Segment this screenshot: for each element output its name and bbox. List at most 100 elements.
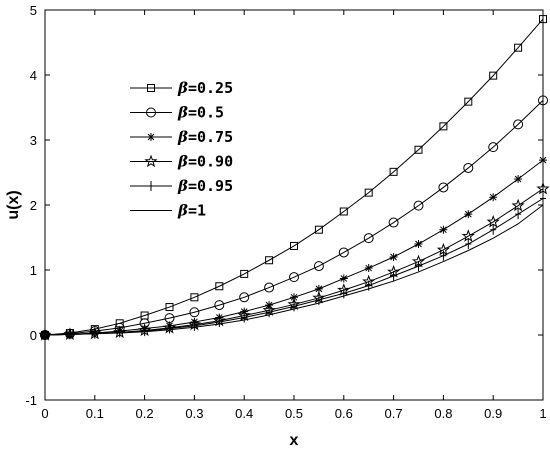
data-point bbox=[513, 119, 524, 130]
series-layer bbox=[38, 15, 550, 341]
data-point bbox=[264, 282, 275, 293]
data-point bbox=[511, 198, 525, 212]
x-tick-label: 0.2 bbox=[136, 406, 154, 421]
legend-value: =0.90 bbox=[188, 153, 233, 171]
x-tick-label: 0.6 bbox=[335, 406, 353, 421]
data-point bbox=[240, 269, 249, 278]
legend-symbol: β bbox=[177, 153, 188, 171]
series-0 bbox=[41, 15, 547, 339]
legend-label: β=0.5 bbox=[177, 104, 224, 122]
data-point bbox=[216, 317, 223, 327]
y-tick-labels: -1 0 1 2 3 4 5 bbox=[25, 3, 37, 408]
data-point bbox=[439, 225, 448, 234]
legend-symbol: β bbox=[177, 202, 188, 220]
series-3 bbox=[38, 181, 550, 341]
x-tick-label: 1 bbox=[539, 406, 546, 421]
data-point bbox=[389, 167, 398, 176]
data-point bbox=[539, 156, 547, 165]
origin-point bbox=[40, 330, 50, 340]
legend-label: β=0.95 bbox=[177, 177, 233, 195]
data-point bbox=[314, 284, 323, 293]
data-point bbox=[214, 300, 225, 311]
y-tick-label: 5 bbox=[30, 3, 37, 18]
data-point bbox=[291, 301, 297, 312]
legend-entry: β=0.25 bbox=[130, 79, 233, 97]
series-line bbox=[44, 18, 544, 336]
data-point bbox=[414, 240, 423, 248]
data-point bbox=[540, 193, 546, 204]
x-tick-label: 0.5 bbox=[285, 406, 303, 421]
series-line bbox=[44, 99, 544, 336]
data-point bbox=[364, 264, 373, 273]
series-2 bbox=[41, 156, 547, 339]
data-point bbox=[390, 270, 397, 281]
x-tick-label: 0.1 bbox=[86, 406, 104, 421]
x-axis-label: x bbox=[290, 432, 299, 449]
data-point bbox=[488, 142, 499, 153]
y-tick-label: 0 bbox=[30, 328, 37, 343]
legend-label: β=1 bbox=[177, 202, 206, 220]
y-tick-label: 4 bbox=[30, 68, 37, 83]
series-line bbox=[44, 204, 544, 336]
data-point bbox=[289, 272, 299, 283]
data-point bbox=[290, 293, 298, 302]
legend-symbol: β bbox=[177, 177, 188, 195]
plot-area bbox=[44, 9, 544, 401]
series-5 bbox=[44, 204, 544, 336]
legend-entry: β=0.90 bbox=[130, 153, 233, 171]
data-point bbox=[413, 200, 424, 211]
legend-symbol: β bbox=[177, 104, 188, 122]
data-point bbox=[363, 233, 374, 244]
x-tick-label: 0.3 bbox=[185, 406, 203, 421]
data-point bbox=[215, 282, 224, 291]
data-point bbox=[166, 323, 173, 334]
legend-label: β=0.75 bbox=[177, 128, 233, 146]
legend-value: =0.5 bbox=[188, 104, 224, 122]
data-point bbox=[314, 225, 323, 234]
data-point bbox=[165, 303, 174, 312]
data-point bbox=[190, 293, 199, 302]
data-point bbox=[265, 256, 274, 265]
data-point bbox=[313, 261, 324, 272]
data-point bbox=[439, 122, 448, 131]
legend-marker bbox=[147, 84, 155, 92]
legend-label: β=0.90 bbox=[177, 153, 233, 171]
legend-symbol: β bbox=[177, 128, 188, 146]
legend-value: =0.95 bbox=[188, 177, 233, 195]
data-point bbox=[461, 229, 475, 242]
data-point bbox=[388, 217, 399, 228]
data-point bbox=[414, 145, 423, 154]
data-point bbox=[340, 288, 347, 299]
data-point bbox=[438, 182, 449, 193]
legend-marker bbox=[147, 133, 155, 141]
data-point bbox=[116, 327, 123, 338]
y-tick-label: 2 bbox=[30, 198, 37, 213]
data-point bbox=[241, 312, 248, 323]
x-tick-label: 0.4 bbox=[235, 406, 253, 421]
x-tick-label: 0.8 bbox=[434, 406, 452, 421]
legend: β=0.25β=0.5β=0.75β=0.90β=0.95β=1 bbox=[130, 79, 233, 220]
data-point bbox=[490, 224, 497, 235]
data-point bbox=[339, 274, 348, 283]
data-point bbox=[464, 97, 473, 106]
x-tick-labels: 0 0.1 0.2 0.3 0.4 0.5 0.6 0.7 0.8 0.9 1 bbox=[41, 406, 546, 421]
data-point bbox=[489, 193, 498, 202]
legend-label: β=0.25 bbox=[177, 79, 233, 97]
data-point bbox=[539, 15, 547, 24]
y-tick-label: -1 bbox=[25, 393, 37, 408]
data-point bbox=[191, 320, 198, 331]
y-tick-label: 1 bbox=[30, 263, 37, 278]
legend-entry: β=0.95 bbox=[130, 177, 233, 195]
legend-marker bbox=[148, 181, 154, 191]
data-point bbox=[189, 307, 200, 318]
legend-symbol: β bbox=[177, 79, 188, 97]
legend-entry: β=0.75 bbox=[130, 128, 233, 146]
data-point bbox=[464, 210, 473, 219]
data-point bbox=[389, 253, 398, 261]
x-tick-label: 0.9 bbox=[484, 406, 502, 421]
data-point bbox=[514, 175, 523, 183]
legend-marker bbox=[144, 154, 158, 168]
y-tick-label: 3 bbox=[30, 133, 37, 148]
data-point bbox=[239, 292, 250, 303]
